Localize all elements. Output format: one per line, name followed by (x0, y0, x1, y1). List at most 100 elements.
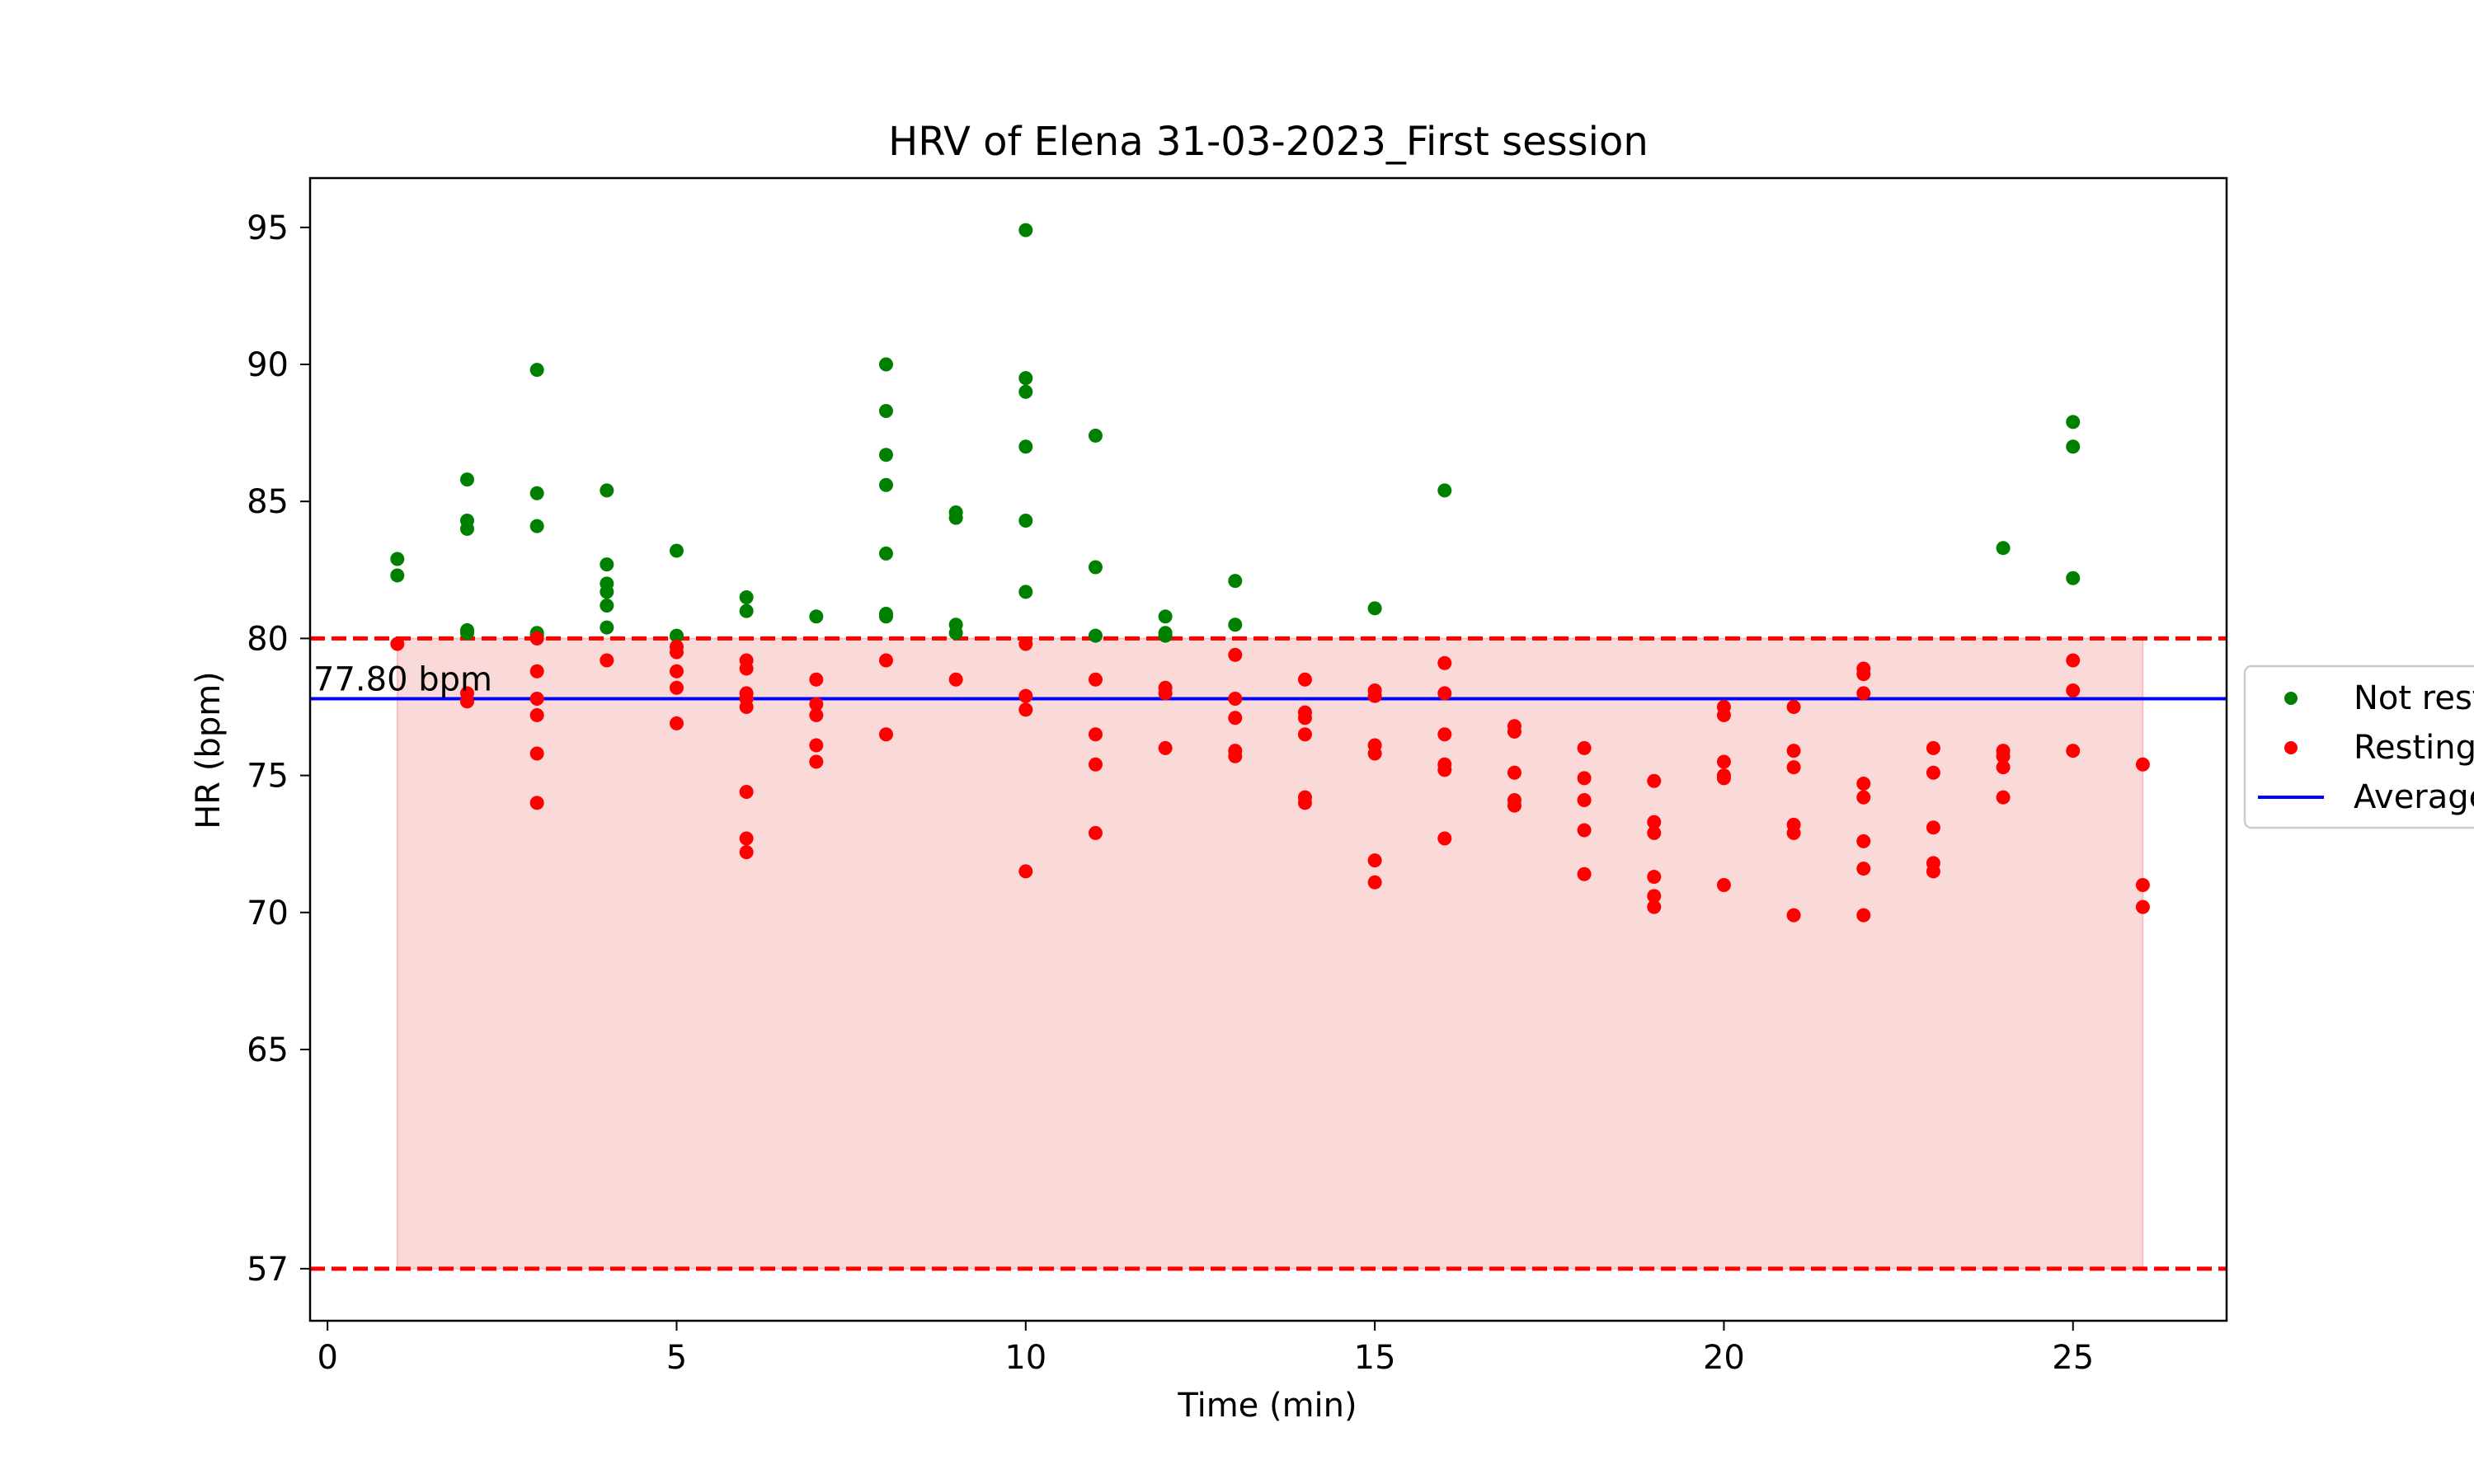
point-resting (1577, 740, 1592, 755)
point-not-resting (739, 590, 754, 605)
point-resting (529, 796, 544, 810)
point-resting (1856, 908, 1871, 923)
point-not-resting (459, 626, 474, 641)
point-not-resting (459, 472, 474, 487)
point-resting (1996, 790, 2011, 805)
point-resting (1647, 815, 1662, 829)
point-resting (1577, 823, 1592, 838)
point-resting (1088, 825, 1103, 840)
point-resting (1716, 771, 1731, 786)
point-resting (1507, 765, 1522, 780)
x-tick-label: 5 (666, 1339, 687, 1377)
point-resting (1367, 746, 1382, 761)
point-not-resting (1018, 223, 1033, 237)
point-resting (1856, 862, 1871, 876)
legend: Not resting Resting Average (2243, 665, 2474, 829)
y-tick-label: 70 (247, 895, 289, 932)
point-not-resting (948, 510, 963, 525)
point-resting (1297, 711, 1312, 726)
point-resting (878, 727, 893, 742)
point-not-resting (2066, 439, 2081, 454)
point-resting (1647, 773, 1662, 788)
average-value-label: 77.80 bpm (313, 661, 492, 699)
point-resting (1786, 699, 1801, 714)
point-not-resting (1018, 371, 1033, 386)
point-resting (2066, 683, 2081, 698)
point-not-resting (600, 483, 614, 498)
point-not-resting (669, 628, 684, 643)
point-resting (669, 716, 684, 730)
x-tick-label: 20 (1703, 1339, 1745, 1377)
legend-label-resting: Resting (2354, 729, 2474, 767)
point-resting (1228, 647, 1243, 662)
point-resting (529, 631, 544, 646)
point-resting (1716, 878, 1731, 893)
x-axis-label: Time (min) (1177, 1387, 1357, 1425)
point-not-resting (1158, 628, 1173, 643)
point-resting (1437, 831, 1452, 846)
point-resting (1367, 875, 1382, 890)
point-resting (809, 707, 824, 722)
point-resting (2135, 757, 2150, 772)
point-resting (878, 653, 893, 668)
point-resting (1088, 672, 1103, 687)
point-resting (809, 672, 824, 687)
legend-label-average: Average (2354, 778, 2474, 816)
point-resting (809, 754, 824, 769)
point-resting (948, 672, 963, 687)
point-resting (1088, 757, 1103, 772)
point-resting (1856, 777, 1871, 791)
point-resting (1437, 727, 1452, 742)
point-resting (1647, 899, 1662, 914)
point-resting (1018, 636, 1033, 651)
point-resting (1996, 749, 2011, 763)
point-not-resting (529, 519, 544, 533)
x-tick-label: 25 (2052, 1339, 2094, 1377)
point-resting (2066, 744, 2081, 758)
y-tick-label: 75 (247, 758, 289, 796)
point-resting (739, 661, 754, 676)
point-not-resting (1018, 384, 1033, 399)
point-resting (529, 692, 544, 707)
point-resting (1018, 864, 1033, 879)
point-resting (1158, 686, 1173, 701)
point-not-resting (600, 585, 614, 599)
point-not-resting (2066, 571, 2081, 585)
point-resting (1647, 870, 1662, 885)
y-tick-label: 90 (247, 346, 289, 384)
y-tick-label: 95 (247, 209, 289, 247)
point-resting (529, 746, 544, 761)
point-resting (1367, 853, 1382, 868)
point-resting (1786, 760, 1801, 775)
point-not-resting (1228, 574, 1243, 589)
point-not-resting (878, 357, 893, 372)
point-resting (1577, 866, 1592, 881)
point-resting (809, 697, 824, 711)
point-resting (1088, 727, 1103, 742)
point-resting (669, 664, 684, 679)
point-not-resting (1018, 585, 1033, 599)
point-not-resting (1088, 560, 1103, 575)
point-resting (1716, 707, 1731, 722)
point-resting (1228, 749, 1243, 763)
point-resting (1647, 889, 1662, 904)
point-resting (1018, 702, 1033, 717)
point-not-resting (739, 603, 754, 618)
point-resting (1856, 686, 1871, 701)
point-resting (669, 645, 684, 660)
point-resting (1856, 834, 1871, 848)
legend-marker-resting (2284, 741, 2298, 754)
point-not-resting (390, 568, 405, 583)
point-not-resting (1996, 541, 2011, 556)
point-resting (739, 785, 754, 800)
point-not-resting (1088, 628, 1103, 643)
point-resting (739, 845, 754, 860)
point-resting (1437, 763, 1452, 777)
point-resting (1367, 688, 1382, 703)
point-resting (1716, 754, 1731, 769)
point-not-resting (878, 448, 893, 463)
point-resting (1996, 760, 2011, 775)
point-not-resting (1158, 609, 1173, 624)
point-resting (1577, 771, 1592, 786)
point-resting (1926, 864, 1940, 879)
